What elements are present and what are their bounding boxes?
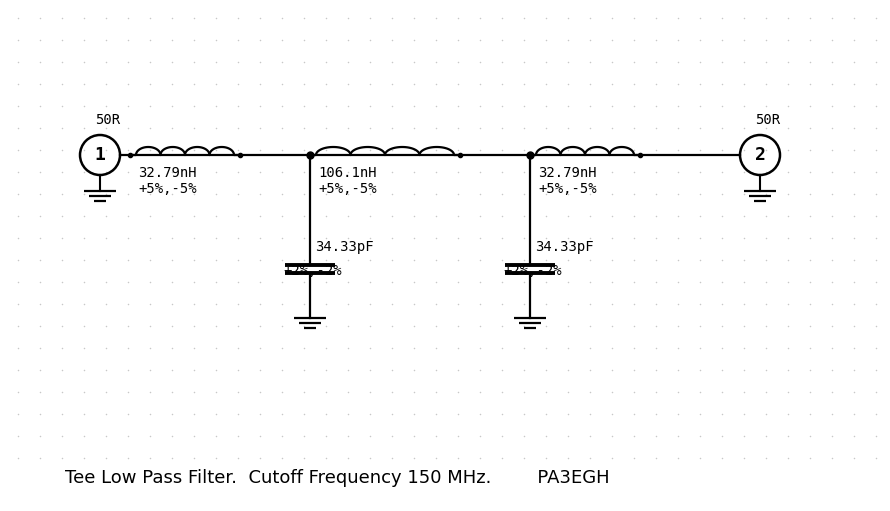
Text: +5%,-5%: +5%,-5% bbox=[138, 182, 197, 196]
Text: 32.79nH: 32.79nH bbox=[138, 166, 197, 180]
Text: 106.1nH: 106.1nH bbox=[318, 166, 376, 180]
Text: +2%,-2%: +2%,-2% bbox=[503, 264, 562, 278]
Text: 32.79nH: 32.79nH bbox=[538, 166, 596, 180]
Text: 34.33pF: 34.33pF bbox=[535, 240, 594, 254]
Text: 50R: 50R bbox=[95, 113, 120, 127]
Text: +5%,-5%: +5%,-5% bbox=[538, 182, 596, 196]
Text: 50R: 50R bbox=[755, 113, 781, 127]
Text: +5%,-5%: +5%,-5% bbox=[318, 182, 376, 196]
Text: 34.33pF: 34.33pF bbox=[315, 240, 374, 254]
Text: +2%,-2%: +2%,-2% bbox=[283, 264, 342, 278]
Text: Tee Low Pass Filter.  Cutoff Frequency 150 MHz.        PA3EGH: Tee Low Pass Filter. Cutoff Frequency 15… bbox=[65, 469, 610, 487]
Text: 2: 2 bbox=[755, 146, 765, 164]
Text: 1: 1 bbox=[94, 146, 105, 164]
